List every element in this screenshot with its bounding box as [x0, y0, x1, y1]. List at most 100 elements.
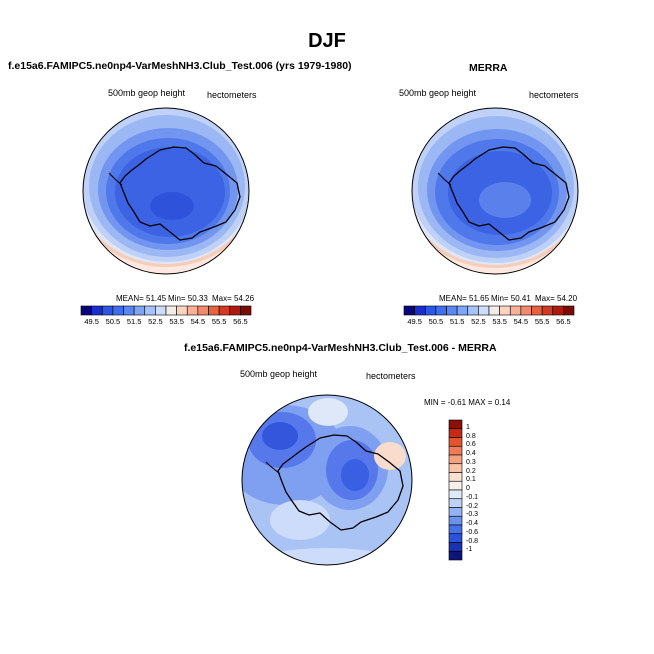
colorbar-tick-label: -0.4	[466, 520, 479, 527]
colorbar-swatch	[218, 305, 231, 316]
colorbar-swatch	[448, 463, 463, 473]
colorbar-tick-label: -0.6	[466, 528, 479, 536]
panel1-colorbar	[80, 305, 252, 316]
colorbar-swatch	[448, 480, 463, 491]
panel1-variable-label: 500mb geop height	[108, 88, 186, 98]
colorbar-swatch	[240, 305, 252, 316]
colorbar-tick-label: 51.5	[449, 317, 465, 326]
panel2-units-label: hectometers	[529, 90, 579, 100]
panel2-colorbar	[403, 305, 575, 316]
panel2-variable-label: 500mb geop height	[399, 88, 477, 98]
colorbar-tick-label: -0.1	[466, 493, 479, 501]
colorbar-tick-label: 49.5	[407, 317, 422, 326]
colorbar-swatch	[448, 489, 463, 500]
colorbar-tick-label: 55.5	[534, 317, 550, 326]
panel1-min-stat: Min= 50.33	[168, 294, 208, 303]
colorbar-swatch	[467, 305, 479, 316]
colorbar-swatch	[448, 524, 463, 535]
colorbar-tick-label: 52.5	[471, 317, 486, 326]
panel1-units-label: hectometers	[207, 90, 257, 100]
colorbar-tick-label: 54.5	[513, 317, 529, 326]
colorbar-tick-label: 0.8	[466, 432, 476, 440]
colorbar-swatch	[91, 305, 103, 316]
colorbar-swatch	[186, 305, 199, 316]
colorbar-swatch	[176, 305, 188, 316]
colorbar-swatch	[144, 305, 156, 316]
colorbar-swatch	[448, 428, 463, 438]
colorbar-swatch	[509, 305, 522, 316]
colorbar-swatch	[435, 305, 447, 316]
page-title: DJF	[308, 30, 346, 52]
colorbar-swatch	[208, 305, 220, 316]
colorbar-swatch	[541, 305, 554, 316]
colorbar-swatch	[446, 305, 458, 316]
colorbar-swatch	[165, 305, 177, 316]
colorbar-swatch	[448, 542, 463, 552]
colorbar-swatch	[520, 305, 532, 316]
panel2-min-stat: Min= 50.41	[491, 294, 531, 303]
colorbar-swatch	[552, 305, 564, 316]
colorbar-tick-label: 0.4	[466, 450, 476, 457]
colorbar-swatch	[563, 305, 575, 316]
panel3-colorbar	[448, 419, 463, 561]
colorbar-swatch	[448, 437, 463, 447]
colorbar-swatch	[448, 472, 463, 482]
colorbar-swatch	[229, 305, 241, 316]
colorbar-swatch	[133, 305, 146, 316]
colorbar-tick-label: 50.5	[428, 317, 444, 326]
colorbar-swatch	[448, 507, 463, 517]
colorbar-tick-label: 53.5	[492, 317, 507, 326]
colorbar-swatch	[531, 305, 543, 316]
colorbar-swatch	[414, 305, 426, 316]
colorbar-swatch	[101, 305, 114, 316]
colorbar-swatch	[155, 305, 167, 316]
colorbar-tick-label: 52.5	[148, 317, 163, 326]
panel1-title: f.e15a6.FAMIPC5.ne0np4-VarMeshNH3.Club_T…	[8, 60, 352, 72]
panel1-max-stat: Max= 54.26	[212, 294, 255, 303]
panel2-mean-stat: MEAN= 51.65	[439, 294, 490, 303]
colorbar-tick-label: 49.5	[84, 317, 99, 326]
colorbar-tick-label: 0.3	[466, 458, 476, 466]
colorbar-tick-label: 56.5	[233, 317, 248, 326]
colorbar-tick-label: 55.5	[211, 317, 227, 326]
colorbar-swatch	[80, 305, 92, 316]
colorbar-tick-label: 51.5	[126, 317, 142, 326]
colorbar-tick-label: 1	[466, 423, 470, 431]
colorbar-tick-label: -0.3	[466, 511, 479, 519]
panel1-map	[82, 107, 250, 275]
panel3-title: f.e15a6.FAMIPC5.ne0np4-VarMeshNH3.Club_T…	[184, 342, 497, 354]
colorbar-swatch	[488, 305, 500, 316]
colorbar-swatch	[424, 305, 437, 316]
colorbar-swatch	[448, 498, 463, 508]
panel2-map	[411, 107, 579, 275]
colorbar-swatch	[448, 515, 463, 526]
colorbar-tick-label: -1	[466, 546, 473, 554]
colorbar-swatch	[448, 533, 463, 543]
panel3-variable-label: 500mb geop height	[240, 369, 318, 379]
panel2-title: MERRA	[469, 62, 508, 74]
colorbar-tick-label: 54.5	[190, 317, 206, 326]
panel3-units-label: hectometers	[366, 371, 416, 381]
colorbar-swatch	[456, 305, 469, 316]
panel1-mean-stat: MEAN= 51.45	[116, 294, 167, 303]
colorbar-swatch	[448, 445, 463, 456]
colorbar-swatch	[499, 305, 511, 316]
panel3-map	[241, 394, 413, 566]
colorbar-tick-label: -0.8	[466, 537, 479, 545]
colorbar-tick-label: 56.5	[556, 317, 571, 326]
colorbar-tick-label: 0.1	[466, 476, 476, 484]
colorbar-swatch	[448, 419, 463, 430]
colorbar-swatch	[197, 305, 209, 316]
colorbar-swatch	[123, 305, 135, 316]
colorbar-swatch	[112, 305, 124, 316]
colorbar-tick-label: 53.5	[169, 317, 184, 326]
colorbar-swatch	[403, 305, 415, 316]
colorbar-tick-label: 0.2	[466, 467, 476, 475]
colorbar-tick-label: -0.2	[466, 502, 479, 510]
colorbar-tick-label: 0.6	[466, 441, 476, 449]
colorbar-swatch	[478, 305, 490, 316]
colorbar-swatch	[448, 550, 463, 561]
colorbar-tick-label: 50.5	[105, 317, 121, 326]
panel2-max-stat: Max= 54.20	[535, 294, 578, 303]
